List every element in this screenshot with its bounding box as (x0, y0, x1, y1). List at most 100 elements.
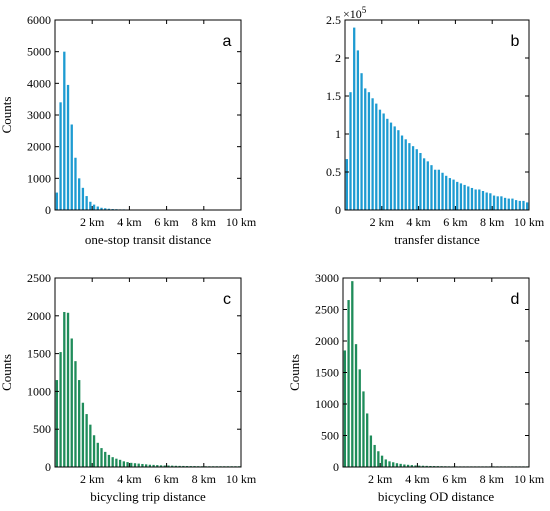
bar (426, 161, 429, 210)
y-scale-factor: ×105 (343, 5, 367, 21)
bar (364, 88, 367, 210)
bar (78, 178, 81, 210)
bar (496, 196, 499, 210)
plot-frame (54, 19, 242, 211)
bar (467, 186, 470, 210)
x-tick-label: 10 km (226, 472, 257, 486)
y-tick-label: 1.5 (326, 89, 341, 103)
panel-d: 0 500 1000 1500 2000 2500 3000 2 km 4 km 6 km 8 km… (287, 271, 545, 504)
panel-letter: b (511, 33, 520, 50)
x-tick-label: 4 km (117, 472, 142, 486)
y-tick-label: 0 (335, 203, 341, 217)
x-tick-label: 8 km (192, 215, 217, 229)
x-tick-label: 2 km (368, 472, 393, 486)
y-tick-label: 0 (45, 203, 51, 217)
bar (434, 169, 437, 210)
bar (81, 187, 85, 210)
bar (500, 196, 503, 210)
bar (351, 281, 354, 467)
y-tick-label: 2000 (27, 309, 51, 323)
bar (404, 139, 407, 210)
bar (74, 157, 77, 210)
plot-frame (54, 277, 242, 468)
y-axis-label: Counts (0, 97, 14, 134)
bar (522, 200, 525, 210)
x-tick-label: 6 km (443, 215, 468, 229)
bar (137, 463, 140, 467)
bar (152, 464, 155, 467)
bar (422, 158, 426, 210)
bar (104, 451, 107, 467)
y-tick-label: 2 (335, 51, 341, 65)
bar (167, 465, 170, 467)
bar (410, 465, 413, 467)
bar (133, 463, 137, 467)
bar (503, 197, 507, 210)
x-tick-label: 6 km (442, 472, 467, 486)
bar (74, 361, 77, 467)
y-axis-label: Counts (0, 354, 14, 391)
x-tick-label: 2 km (80, 472, 105, 486)
y-tick-label: 2.5 (326, 13, 341, 27)
bar (478, 189, 481, 210)
bar (371, 98, 374, 210)
bar (386, 118, 389, 210)
bar (78, 380, 81, 467)
bar (148, 464, 152, 467)
y-tick-label: 3000 (315, 271, 339, 285)
bar (456, 181, 459, 210)
bar (171, 465, 174, 467)
y-tick-label: 1500 (27, 347, 51, 361)
bar (514, 200, 518, 210)
bar (104, 208, 107, 210)
bar (518, 200, 521, 210)
x-tick-label: 8 km (480, 472, 505, 486)
bar (118, 459, 122, 467)
bar (174, 465, 178, 467)
bar (144, 464, 148, 467)
bar (360, 73, 363, 210)
bar (406, 464, 410, 467)
y-tick-label: 1000 (315, 397, 339, 411)
y-tick-label: 0.5 (326, 165, 341, 179)
bar (403, 464, 406, 467)
bar (353, 27, 356, 210)
bar (425, 465, 428, 467)
bar (63, 312, 66, 467)
y-tick-label: 0 (333, 460, 339, 474)
bar (141, 463, 144, 467)
x-tick-label: 10 km (514, 215, 545, 229)
bar (85, 196, 88, 210)
bar (349, 92, 352, 210)
bar (459, 183, 463, 210)
bar (92, 435, 96, 467)
bar (356, 50, 360, 211)
bar (414, 465, 417, 467)
bar (507, 198, 510, 210)
x-tick-label: 10 km (226, 215, 257, 229)
bar (55, 192, 59, 210)
bar (70, 124, 73, 210)
bar (419, 153, 422, 210)
bar (367, 92, 371, 210)
bar (399, 463, 402, 467)
bar (107, 208, 111, 210)
panel-letter: d (511, 291, 520, 308)
bar (492, 195, 496, 210)
bar (70, 338, 73, 467)
bar (463, 184, 466, 210)
bar (159, 465, 163, 467)
bar (182, 465, 185, 467)
bar (373, 444, 376, 467)
x-axis-label: bicycling OD distance (378, 489, 494, 504)
bar (377, 451, 380, 467)
bar (163, 465, 166, 467)
x-tick-label: 4 km (117, 215, 142, 229)
bar (489, 193, 492, 210)
x-axis-label: transfer distance (394, 232, 480, 247)
y-tick-label: 4000 (27, 76, 51, 90)
bar (445, 175, 448, 210)
bar (375, 103, 378, 210)
bar (474, 189, 477, 210)
y-tick-label: 2000 (27, 140, 51, 154)
